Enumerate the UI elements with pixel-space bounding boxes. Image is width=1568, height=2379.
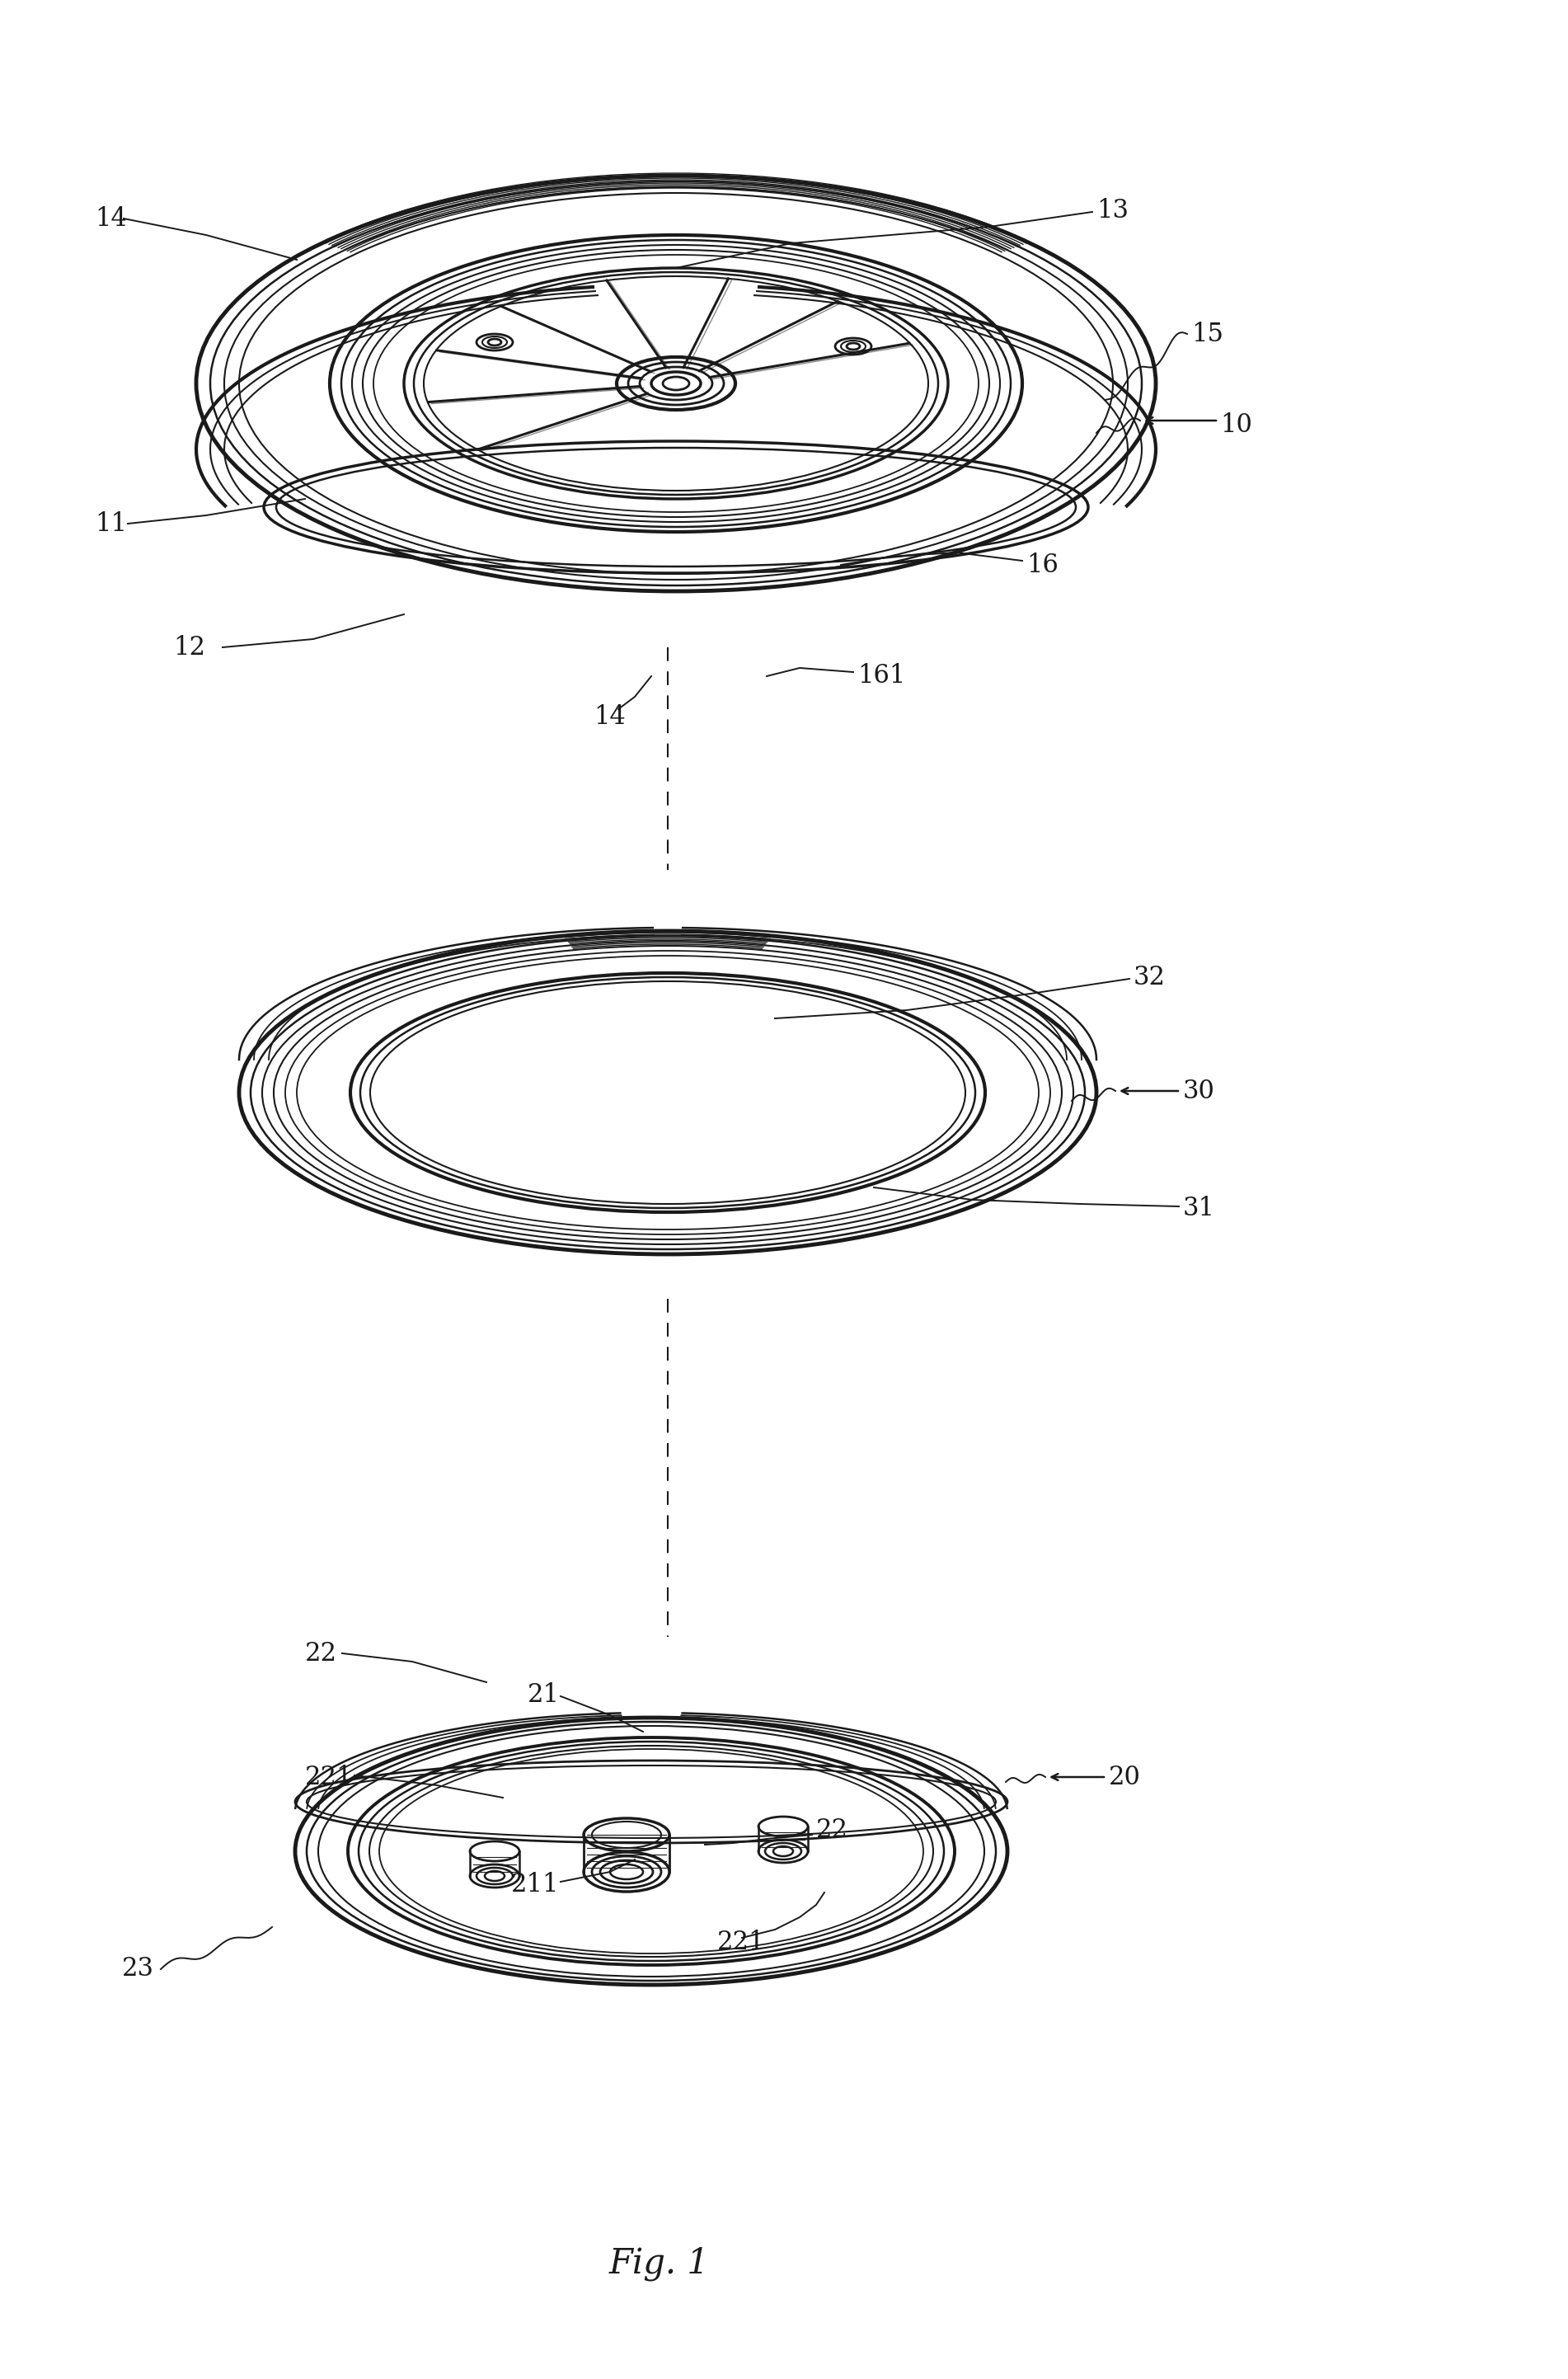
Text: 30: 30 (1182, 1078, 1215, 1104)
Text: 22: 22 (817, 1818, 848, 1844)
Text: 11: 11 (94, 511, 127, 535)
Text: 32: 32 (1134, 963, 1165, 990)
Text: 22: 22 (306, 1642, 337, 1665)
Text: 221: 221 (717, 1929, 765, 1956)
Text: 14: 14 (594, 704, 626, 730)
Text: 14: 14 (94, 205, 127, 231)
Text: 221: 221 (306, 1765, 353, 1789)
Text: 16: 16 (1027, 552, 1058, 578)
Text: 10: 10 (1220, 412, 1253, 438)
Text: 20: 20 (1109, 1765, 1142, 1789)
Text: 13: 13 (1096, 197, 1129, 224)
Text: 21: 21 (527, 1682, 560, 1708)
Text: 12: 12 (172, 635, 205, 659)
Text: 211: 211 (511, 1872, 560, 1896)
Text: Fig. 1: Fig. 1 (610, 2246, 710, 2281)
Text: 15: 15 (1192, 321, 1223, 347)
Text: 23: 23 (122, 1956, 154, 1982)
Text: 161: 161 (858, 664, 905, 690)
Text: 31: 31 (1182, 1194, 1215, 1220)
